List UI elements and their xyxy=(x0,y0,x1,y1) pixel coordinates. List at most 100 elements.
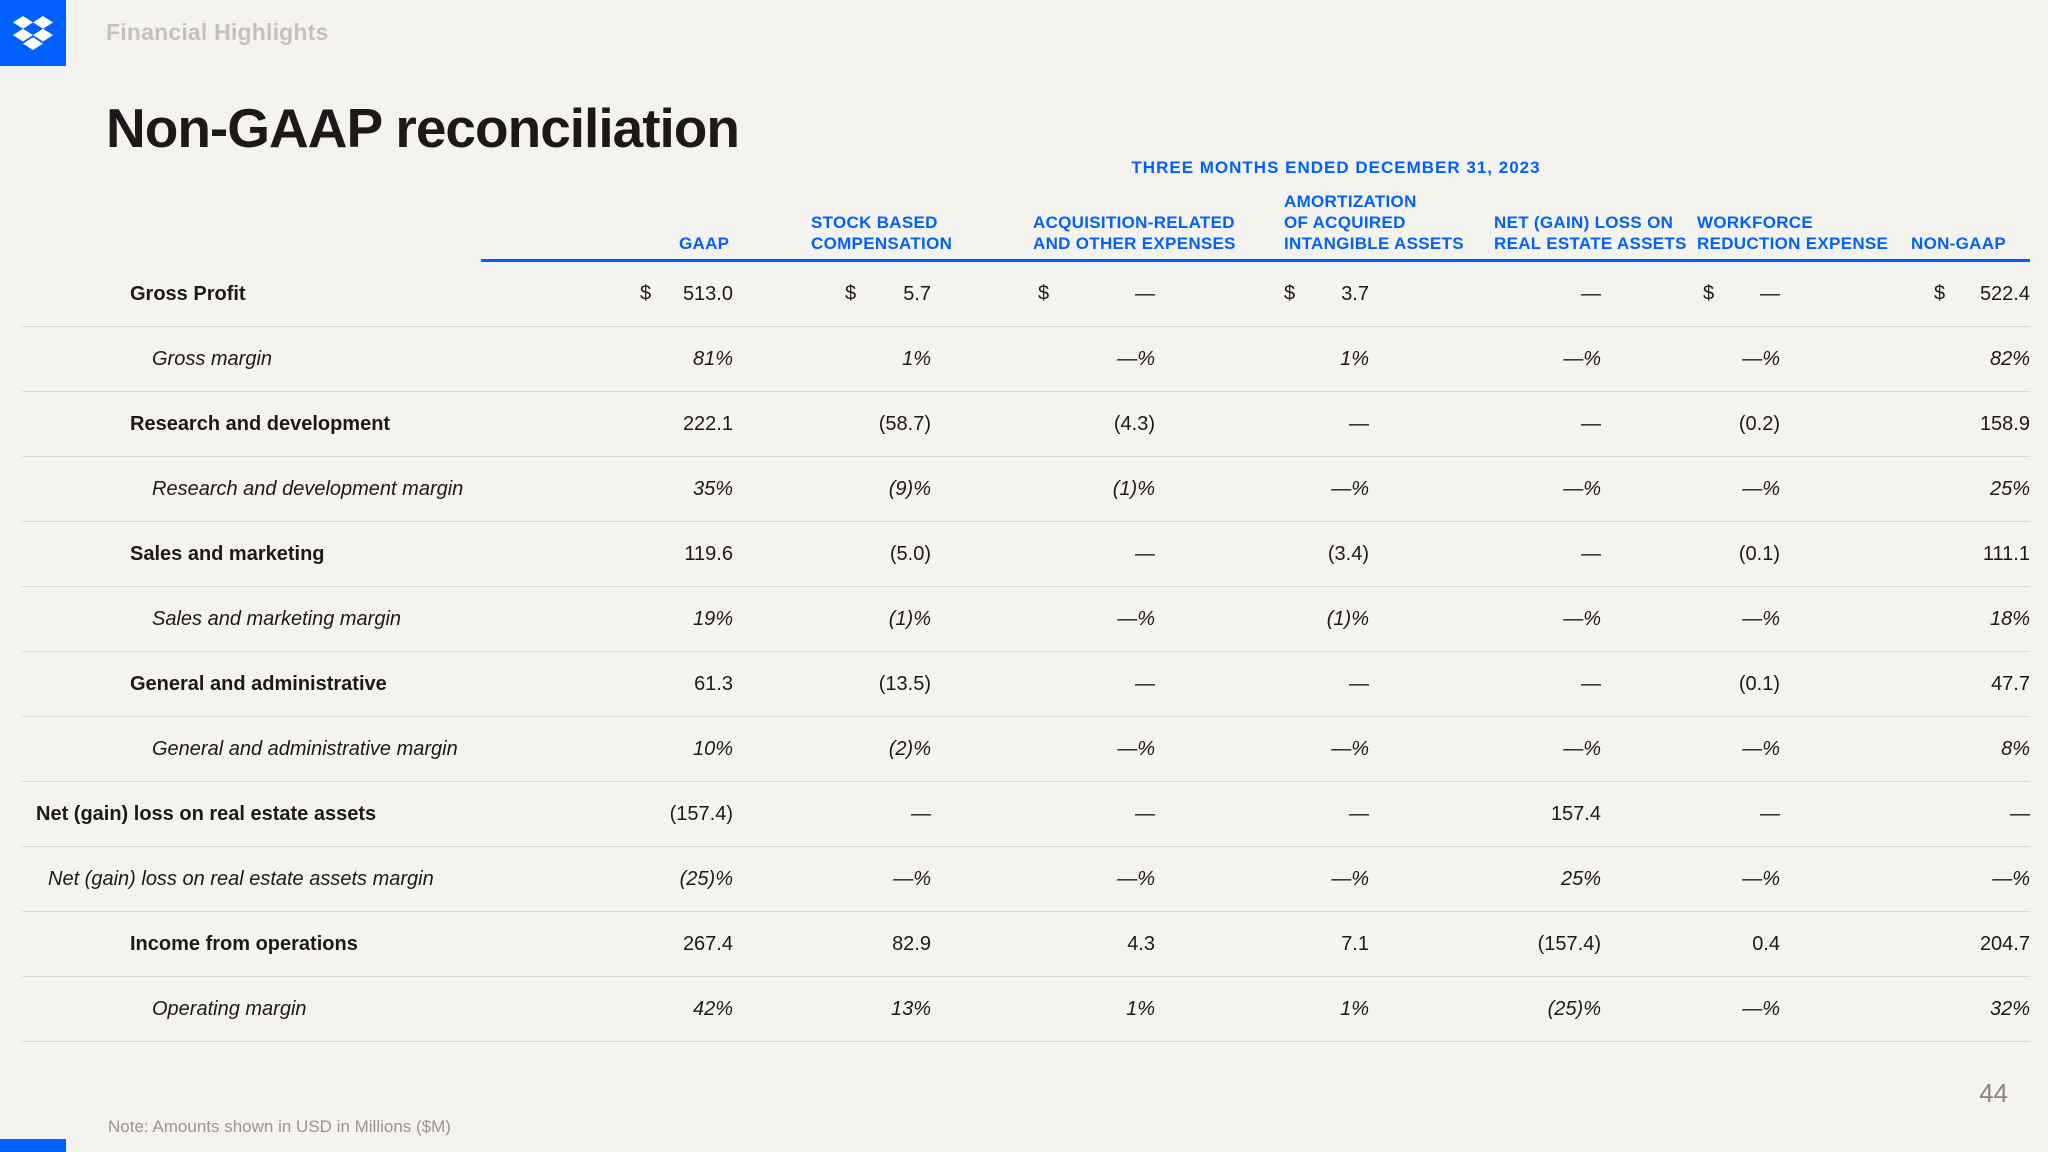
value: (0.1) xyxy=(1738,672,1780,695)
value: —% xyxy=(1563,737,1601,760)
value: — xyxy=(1349,412,1369,435)
value-cell-amortization: —% xyxy=(1155,738,1369,761)
value-cell-amortization: 3.7 $ xyxy=(1155,283,1369,306)
value: 25% xyxy=(1560,867,1601,890)
value: 111.1 xyxy=(1982,542,2030,565)
value: (1)% xyxy=(1112,477,1155,500)
value: —% xyxy=(1117,737,1155,760)
value-cell-acquisition-related: (1)% xyxy=(931,478,1155,501)
value-cell-acquisition-related: —% xyxy=(931,348,1155,371)
value-cell-gaap: (157.4) xyxy=(480,803,733,826)
value-cell-net-gain-loss: —% xyxy=(1369,608,1601,631)
value: 267.4 xyxy=(682,932,733,955)
value: — xyxy=(1581,282,1601,305)
value: (1)% xyxy=(888,607,931,630)
value-cell-gaap: 513.0 $ xyxy=(480,283,733,306)
value-cell-workforce-reduction: — xyxy=(1601,803,1780,826)
value-cell-workforce-reduction: (0.1) xyxy=(1601,543,1780,566)
value-cell-amortization: — xyxy=(1155,673,1369,696)
value-cell-acquisition-related: (4.3) xyxy=(931,413,1155,436)
column-header-acquisition-related: ACQUISITION-RELATED AND OTHER EXPENSES xyxy=(1033,213,1236,253)
value-cell-stock-based-compensation: — xyxy=(733,803,931,826)
value: 7.1 xyxy=(1341,932,1369,955)
value: — xyxy=(1135,672,1155,695)
column-header-amortization: AMORTIZATION OF ACQUIRED INTANGIBLE ASSE… xyxy=(1284,192,1464,253)
brand-corner-mark xyxy=(0,1139,66,1152)
value: —% xyxy=(1331,737,1369,760)
value: 19% xyxy=(692,607,733,630)
value-cell-workforce-reduction: —% xyxy=(1601,998,1780,1021)
value: —% xyxy=(1992,867,2030,890)
value: — xyxy=(1760,282,1780,305)
value-cell-stock-based-compensation: 1% xyxy=(733,348,931,371)
value: — xyxy=(1349,672,1369,695)
value: (0.2) xyxy=(1738,412,1780,435)
page-number: 44 xyxy=(1979,1078,2008,1108)
table-row: Sales and marketing margin 19% (1)% —% (… xyxy=(22,587,2030,652)
row-label: Net (gain) loss on real estate assets ma… xyxy=(48,867,434,890)
value-cell-stock-based-compensation: (2)% xyxy=(733,738,931,761)
value: 158.9 xyxy=(1979,412,2030,435)
value-cell-gaap: 267.4 xyxy=(480,933,733,956)
value: —% xyxy=(1742,737,1780,760)
value: 47.7 xyxy=(1991,672,2030,695)
value: 4.3 xyxy=(1127,932,1155,955)
table-row: Research and development 222.1 (58.7) (4… xyxy=(22,392,2030,457)
value-cell-gaap: 19% xyxy=(480,608,733,631)
value-cell-acquisition-related: 1% xyxy=(931,998,1155,1021)
value-cell-non-gaap: 32% xyxy=(1780,998,2030,1021)
value: 81% xyxy=(692,347,733,370)
column-header-net-gain-loss: NET (GAIN) LOSS ON REAL ESTATE ASSETS xyxy=(1494,213,1687,253)
table-row: Net (gain) loss on real estate assets ma… xyxy=(22,847,2030,912)
value-cell-non-gaap: 47.7 xyxy=(1780,673,2030,696)
value-cell-amortization: 1% xyxy=(1155,998,1369,1021)
value: — xyxy=(1581,542,1601,565)
value: 32% xyxy=(1989,997,2030,1020)
value: 222.1 xyxy=(682,412,733,435)
value-cell-net-gain-loss: — xyxy=(1369,673,1601,696)
row-label: Operating margin xyxy=(152,997,307,1020)
value-cell-non-gaap: 111.1 xyxy=(1780,543,2030,566)
value: — xyxy=(911,802,931,825)
row-label: Research and development margin xyxy=(152,477,464,500)
value-cell-non-gaap: 82% xyxy=(1780,348,2030,371)
value: 25% xyxy=(1989,477,2030,500)
footnote: Note: Amounts shown in USD in Millions (… xyxy=(108,1117,451,1136)
value-cell-workforce-reduction: — $ xyxy=(1601,283,1780,306)
value-cell-non-gaap: 158.9 xyxy=(1780,413,2030,436)
value-cell-amortization: —% xyxy=(1155,868,1369,891)
value-cell-workforce-reduction: —% xyxy=(1601,608,1780,631)
value: (1)% xyxy=(1326,607,1369,630)
value: 35% xyxy=(692,477,733,500)
value-cell-acquisition-related: —% xyxy=(931,608,1155,631)
table-row: Operating margin 42% 13% 1% 1% (25)% —% … xyxy=(22,977,2030,1042)
value: 3.7 xyxy=(1341,282,1369,305)
table-row: Income from operations 267.4 82.9 4.3 7.… xyxy=(22,912,2030,977)
value-cell-acquisition-related: — xyxy=(931,803,1155,826)
row-label: Research and development xyxy=(130,412,391,435)
value-cell-stock-based-compensation: 13% xyxy=(733,998,931,1021)
value-cell-workforce-reduction: —% xyxy=(1601,738,1780,761)
value-cell-acquisition-related: 4.3 xyxy=(931,933,1155,956)
value-cell-amortization: — xyxy=(1155,803,1369,826)
value: — xyxy=(1135,282,1155,305)
value-cell-workforce-reduction: (0.1) xyxy=(1601,673,1780,696)
value: (3.4) xyxy=(1327,542,1369,565)
value-cell-stock-based-compensation: (1)% xyxy=(733,608,931,631)
row-label: Sales and marketing xyxy=(130,542,325,565)
value: 119.6 xyxy=(684,542,733,565)
value-cell-non-gaap: 8% xyxy=(1780,738,2030,761)
value-cell-acquisition-related: — xyxy=(931,673,1155,696)
value: 522.4 xyxy=(1979,282,2030,305)
value-cell-stock-based-compensation: (58.7) xyxy=(733,413,931,436)
value-cell-non-gaap: 25% xyxy=(1780,478,2030,501)
value-cell-amortization: —% xyxy=(1155,478,1369,501)
table-row: Research and development margin 35% (9)%… xyxy=(22,457,2030,522)
value: — xyxy=(1135,542,1155,565)
value-cell-net-gain-loss: 157.4 xyxy=(1369,803,1601,826)
value-cell-net-gain-loss: (25)% xyxy=(1369,998,1601,1021)
value-cell-net-gain-loss: 25% xyxy=(1369,868,1601,891)
value: 1% xyxy=(1340,347,1369,370)
value: — xyxy=(2010,802,2030,825)
value: — xyxy=(1760,802,1780,825)
